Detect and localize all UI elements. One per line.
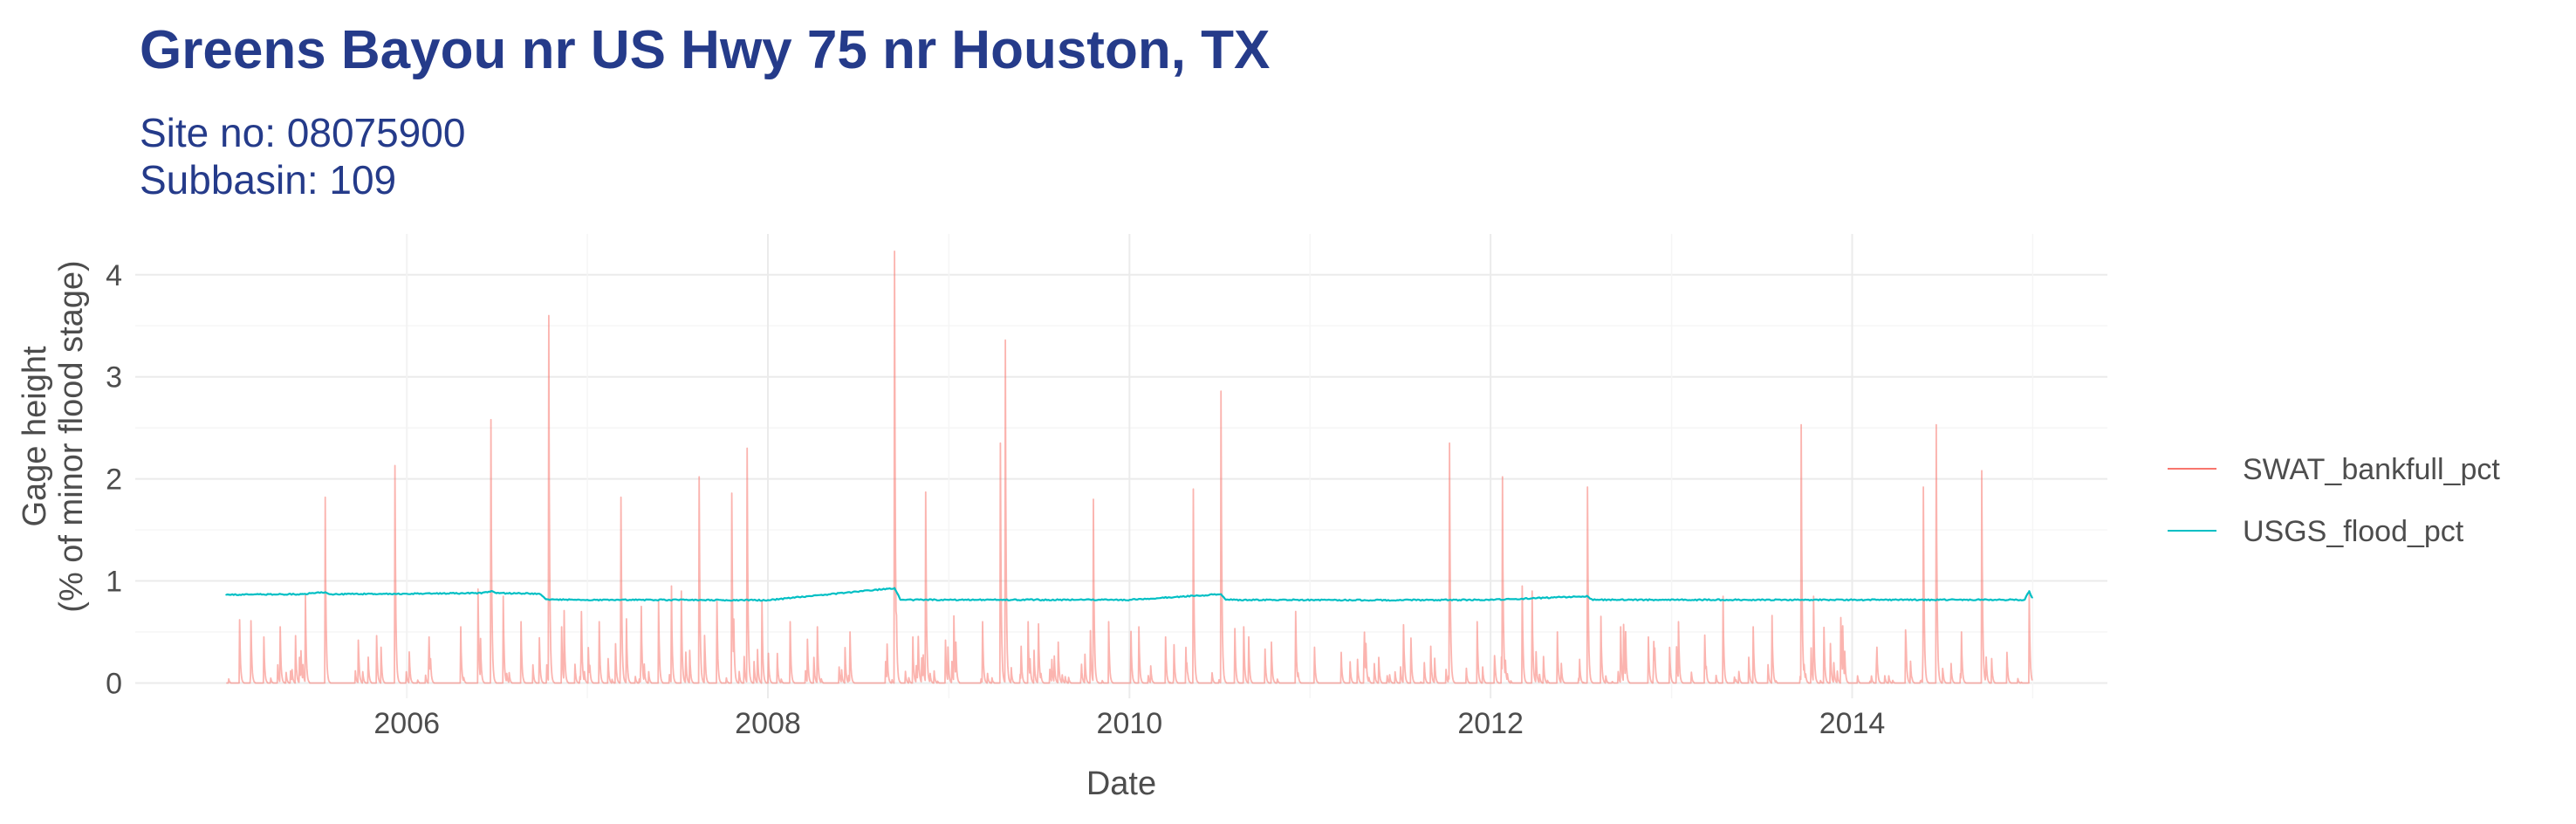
y-tick-label-3: 3: [106, 361, 122, 395]
y-tick-label-2: 2: [106, 464, 122, 497]
x-tick-label-2012: 2012: [1457, 707, 1524, 740]
y-tick-label-4: 4: [106, 259, 122, 292]
chart-subtitle-site-no: Site no: 08075900: [140, 110, 466, 155]
chart-subtitle-subbasin: Subbasin: 109: [140, 157, 397, 203]
x-axis-title: Date: [1086, 766, 1156, 802]
y-axis-title-line-2: (% of minor flood stage): [53, 260, 90, 612]
series-line-usgs-flood-pct: [225, 587, 2033, 602]
y-axis-title: Gage height (% of minor flood stage): [17, 260, 90, 612]
x-tick-label-2006: 2006: [373, 707, 440, 740]
legend: SWAT_bankfull_pct USGS_flood_pct: [2168, 453, 2500, 548]
x-tick-label-2014: 2014: [1819, 707, 1886, 740]
legend-label-usgs: USGS_flood_pct: [2243, 515, 2464, 548]
y-axis-ticks: 0 1 2 3 4: [106, 259, 122, 701]
legend-label-swat: SWAT_bankfull_pct: [2243, 453, 2500, 486]
x-axis-ticks: 2006 2008 2010 2012 2014: [373, 707, 1885, 740]
y-tick-label-0: 0: [106, 667, 122, 700]
y-axis-title-line-1: Gage height: [17, 346, 53, 526]
series-line-swat-bankfull-pct: [226, 251, 2033, 684]
series-layer: [225, 251, 2033, 684]
x-tick-label-2010: 2010: [1097, 707, 1163, 740]
panel-grid: [135, 234, 2107, 698]
x-tick-label-2008: 2008: [735, 707, 801, 740]
y-tick-label-1: 1: [106, 566, 122, 599]
chart-title: Greens Bayou nr US Hwy 75 nr Houston, TX: [140, 20, 1271, 80]
